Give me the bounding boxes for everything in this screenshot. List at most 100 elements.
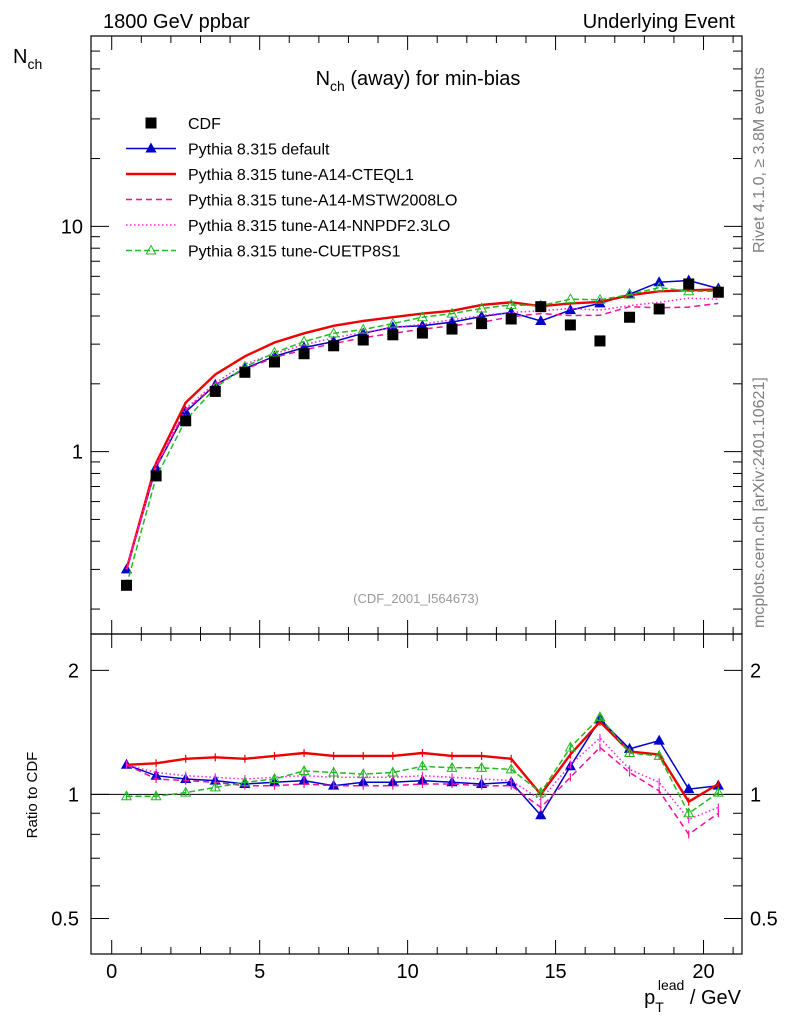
series-marker-4 <box>564 293 576 304</box>
ratio-marker-4 <box>564 741 576 752</box>
ratio-marker-4 <box>209 781 221 792</box>
ratio-marker-4 <box>268 772 281 783</box>
ratio-marker-4 <box>623 747 636 758</box>
series-marker-4 <box>653 281 665 292</box>
cdf-data-point <box>564 319 576 331</box>
ratio-marker-4 <box>239 776 251 787</box>
ratio-ticks: 0.5 0.51 12 20 5 10 15 20 <box>51 634 778 983</box>
series-marker-4 <box>623 288 636 299</box>
series-marker-4 <box>328 327 340 338</box>
ratio-frame <box>90 633 743 955</box>
series-marker-4 <box>387 317 399 328</box>
series-marker-4 <box>683 285 695 296</box>
cdf-data-point <box>357 334 369 346</box>
ratio-series <box>120 711 724 839</box>
analysis-watermark: (CDF_2001_I564673) <box>353 591 479 606</box>
legend-swatch-marker <box>145 244 157 255</box>
cdf-data-point <box>298 348 310 360</box>
rivet-label: Rivet 4.1.0, ≥ 3.8M events <box>751 67 768 253</box>
mcplots-label: mcplots.cern.ch [arXiv:2401.10621] <box>751 377 768 628</box>
cdf-data-point <box>328 340 340 352</box>
cdf-data-point <box>535 301 547 313</box>
ratio-y-tick-label-right: 1 <box>750 784 761 806</box>
ratio-marker-4 <box>120 790 133 801</box>
cdf-data-point <box>416 327 428 339</box>
cdf-data-point <box>446 323 458 335</box>
cdf-data-point <box>624 311 636 323</box>
ratio-y-tick-label-left: 2 <box>68 660 79 682</box>
ratio-marker-4 <box>653 749 665 760</box>
series-marker-0 <box>535 314 547 326</box>
x-tick-label: 5 <box>254 961 265 983</box>
header-right: Underlying Event <box>583 11 736 33</box>
y-tick-label: 1 <box>72 442 83 464</box>
series-marker-0 <box>653 276 665 287</box>
series-marker-4 <box>357 323 369 334</box>
ratio-marker-4 <box>150 790 162 801</box>
x-tick-label: 15 <box>544 961 566 983</box>
legend-swatch-marker <box>145 142 157 153</box>
legend-label: Pythia 8.315 tune-A14-NNPDF2.3LO <box>188 218 450 235</box>
series-marker-4 <box>298 335 310 346</box>
ratio-marker-0 <box>535 809 547 820</box>
x-tick-label: 20 <box>692 961 714 983</box>
cdf-data-point <box>683 278 695 290</box>
ratio-marker-4 <box>535 786 547 797</box>
series-marker-4 <box>475 302 488 313</box>
cdf-data-point <box>653 303 665 315</box>
series-marker-4 <box>268 346 281 357</box>
series-line-1 <box>125 288 719 570</box>
legend-label: Pythia 8.315 default <box>188 142 330 159</box>
cdf-data-point <box>505 313 517 325</box>
x-tick-label: 0 <box>106 961 117 983</box>
legend-label: Pythia 8.315 tune-CUETP8S1 <box>188 244 401 261</box>
ratio-marker-4 <box>712 786 724 797</box>
main-ylabel: Nch <box>13 46 42 72</box>
cdf-data-point <box>180 415 192 427</box>
main-plot-panel: Nch (away) for min-bias (CDF_2001_I56467… <box>61 35 743 635</box>
cdf-data-point <box>476 318 488 330</box>
ratio-y-tick-label-right: 0.5 <box>750 908 778 930</box>
ratio-marker-4 <box>387 766 399 777</box>
cdf-data-point <box>268 356 280 368</box>
legend-label: CDF <box>188 116 221 133</box>
ratio-marker-4 <box>328 766 340 777</box>
series-marker-4 <box>416 311 429 322</box>
legend-swatch-cdf <box>145 117 157 129</box>
x-axis-title: pTlead / GeV <box>644 977 742 1015</box>
cdf-data-point <box>712 286 724 298</box>
ratio-y-tick-label-left: 0.5 <box>51 908 79 930</box>
cdf-data-point <box>209 385 221 397</box>
ratio-marker-0 <box>653 734 665 745</box>
main-ticks: 1 10 <box>61 35 742 634</box>
plot-title: Nch (away) for min-bias <box>316 68 521 94</box>
ratio-plot-panel: 0.5 0.51 12 20 5 10 15 20 Ratio to CDF <box>24 633 778 983</box>
cdf-data-point <box>121 579 133 591</box>
x-tick-label: 10 <box>396 961 418 983</box>
cdf-data-point <box>150 470 162 482</box>
ratio-marker-4 <box>594 711 606 722</box>
legend-label: Pythia 8.315 tune-A14-CTEQL1 <box>188 167 414 184</box>
ratio-marker-0 <box>683 783 695 794</box>
header-left: 1800 GeV ppbar <box>103 11 250 33</box>
ratio-line-2 <box>126 746 719 836</box>
cdf-data-point <box>239 366 251 378</box>
series-line-2 <box>125 302 719 570</box>
series-marker-4 <box>446 307 458 318</box>
ratio-y-tick-label-left: 1 <box>68 784 79 806</box>
ratio-marker-4 <box>416 760 429 771</box>
y-tick-label: 10 <box>61 216 83 238</box>
series-marker-4 <box>594 293 606 304</box>
cdf-data-point <box>594 335 606 347</box>
ratio-marker-4 <box>446 761 458 772</box>
ratio-marker-4 <box>180 786 192 797</box>
legend: CDF Pythia 8.315 default Pythia 8.315 tune… <box>126 116 457 261</box>
series-line-4 <box>125 286 719 586</box>
legend-label: Pythia 8.315 tune-A14-MSTW2008LO <box>188 193 457 210</box>
ratio-marker-4 <box>683 807 695 818</box>
ratio-marker-4 <box>298 764 310 775</box>
cdf-data-point <box>387 329 399 341</box>
series-line-3 <box>125 297 719 570</box>
main-data-points <box>121 278 724 591</box>
